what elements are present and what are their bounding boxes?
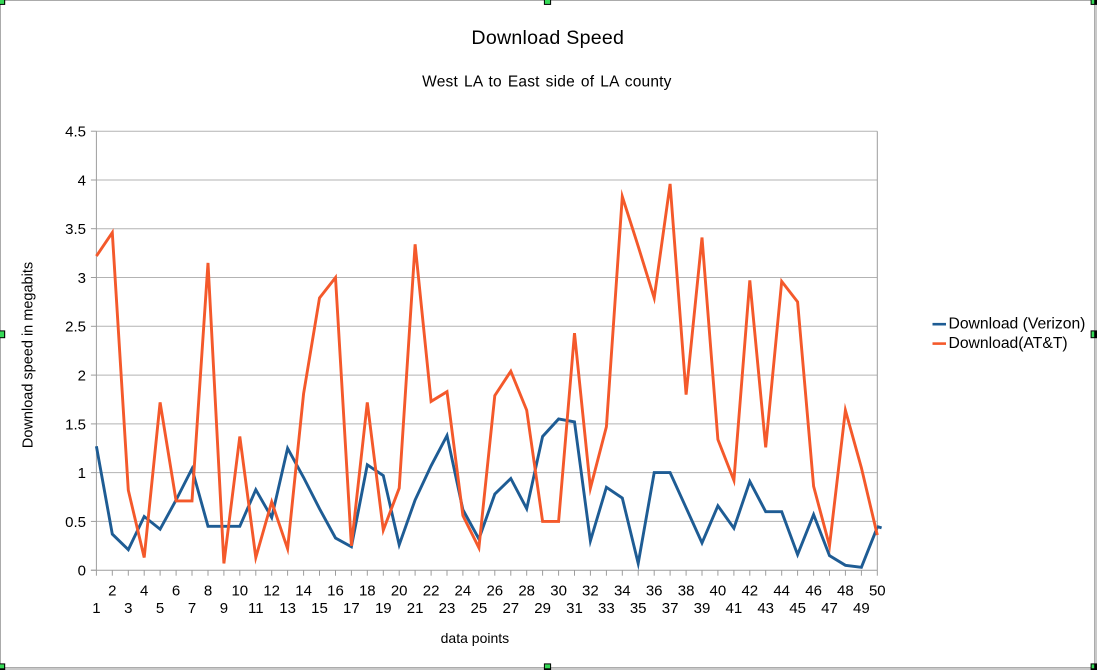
svg-text:3: 3 xyxy=(124,600,132,617)
svg-text:7: 7 xyxy=(188,600,196,617)
svg-text:9: 9 xyxy=(220,600,228,617)
svg-text:16: 16 xyxy=(327,582,344,599)
svg-text:Download (Verizon): Download (Verizon) xyxy=(949,315,1086,332)
svg-text:20: 20 xyxy=(391,582,408,599)
svg-text:13: 13 xyxy=(279,600,296,617)
svg-text:27: 27 xyxy=(502,600,519,617)
svg-text:Download(AT&T): Download(AT&T) xyxy=(949,335,1068,352)
svg-text:14: 14 xyxy=(295,582,312,599)
svg-text:1.5: 1.5 xyxy=(65,416,86,433)
svg-text:18: 18 xyxy=(359,582,376,599)
svg-text:33: 33 xyxy=(598,600,615,617)
svg-text:37: 37 xyxy=(662,600,679,617)
svg-text:28: 28 xyxy=(518,582,535,599)
svg-text:38: 38 xyxy=(678,582,695,599)
svg-text:3.5: 3.5 xyxy=(65,221,86,238)
svg-text:10: 10 xyxy=(231,582,248,599)
svg-text:29: 29 xyxy=(534,600,551,617)
svg-text:3: 3 xyxy=(78,270,86,287)
svg-text:26: 26 xyxy=(486,582,503,599)
svg-text:11: 11 xyxy=(248,600,264,617)
svg-text:34: 34 xyxy=(614,582,631,599)
svg-text:39: 39 xyxy=(694,600,711,617)
svg-text:4: 4 xyxy=(140,582,148,599)
svg-text:41: 41 xyxy=(726,600,743,617)
svg-text:35: 35 xyxy=(630,600,647,617)
svg-text:44: 44 xyxy=(773,582,790,599)
svg-text:24: 24 xyxy=(455,582,472,599)
svg-text:32: 32 xyxy=(582,582,599,599)
svg-text:45: 45 xyxy=(789,600,806,617)
svg-text:4.5: 4.5 xyxy=(65,124,86,141)
svg-text:4: 4 xyxy=(78,172,86,189)
svg-text:19: 19 xyxy=(375,600,392,617)
svg-text:30: 30 xyxy=(550,582,567,599)
svg-text:36: 36 xyxy=(646,582,663,599)
svg-text:23: 23 xyxy=(439,600,456,617)
svg-text:42: 42 xyxy=(741,582,758,599)
svg-text:47: 47 xyxy=(821,600,838,617)
svg-text:48: 48 xyxy=(837,582,854,599)
svg-text:49: 49 xyxy=(853,600,870,617)
svg-text:5: 5 xyxy=(156,600,164,617)
svg-text:Download speed in megabits: Download speed in megabits xyxy=(21,262,37,448)
svg-text:40: 40 xyxy=(710,582,727,599)
svg-text:West LA to East side of LA cou: West LA to East side of LA county xyxy=(422,73,671,90)
svg-text:2.5: 2.5 xyxy=(65,319,86,336)
svg-text:31: 31 xyxy=(566,600,583,617)
svg-text:2: 2 xyxy=(108,582,116,599)
svg-text:17: 17 xyxy=(343,600,360,617)
svg-text:0.5: 0.5 xyxy=(65,514,86,531)
svg-text:8: 8 xyxy=(204,582,212,599)
svg-text:6: 6 xyxy=(172,582,180,599)
svg-text:data points: data points xyxy=(441,630,510,646)
svg-text:25: 25 xyxy=(471,600,488,617)
svg-text:0: 0 xyxy=(78,563,86,580)
svg-text:15: 15 xyxy=(311,600,328,617)
svg-text:1: 1 xyxy=(92,600,100,617)
svg-text:21: 21 xyxy=(407,600,424,617)
svg-text:50: 50 xyxy=(869,582,886,599)
svg-text:1: 1 xyxy=(78,465,86,482)
svg-text:43: 43 xyxy=(757,600,774,617)
svg-text:12: 12 xyxy=(263,582,280,599)
svg-text:Download Speed: Download Speed xyxy=(471,27,624,49)
svg-text:46: 46 xyxy=(805,582,822,599)
svg-text:22: 22 xyxy=(423,582,440,599)
svg-text:2: 2 xyxy=(78,368,86,385)
